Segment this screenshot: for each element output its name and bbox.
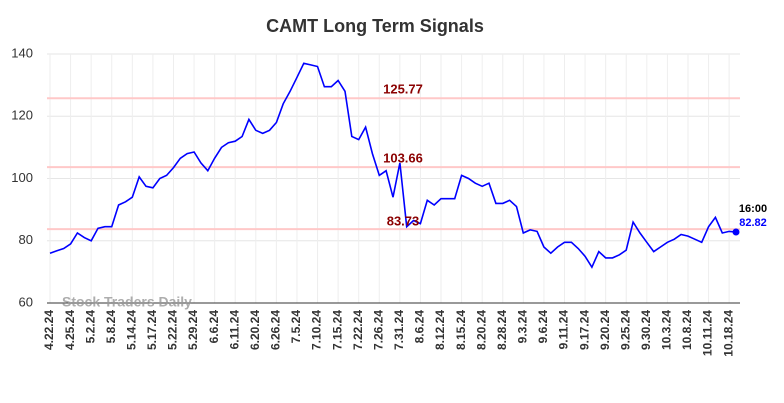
x-tick-label: 10.18.24 bbox=[721, 310, 735, 357]
x-tick-label: 8.28.24 bbox=[495, 310, 509, 350]
x-tick-label: 9.17.24 bbox=[577, 310, 591, 350]
price-line bbox=[49, 62, 737, 269]
x-tick-label: 4.25.24 bbox=[63, 310, 77, 350]
y-tick-label: 100 bbox=[11, 170, 33, 185]
x-tick-label: 10.11.24 bbox=[701, 310, 715, 356]
y-tick-label: 140 bbox=[11, 45, 33, 60]
x-tick-label: 8.12.24 bbox=[433, 310, 447, 350]
x-tick-label: 9.6.24 bbox=[536, 310, 550, 344]
x-tick-label: 6.6.24 bbox=[207, 310, 221, 344]
level-label: 83.73 bbox=[387, 214, 420, 229]
x-tick-label: 9.20.24 bbox=[598, 310, 612, 350]
last-value-label: 82.82 bbox=[739, 217, 767, 229]
x-tick-label: 8.6.24 bbox=[413, 310, 427, 344]
x-tick-label: 8.15.24 bbox=[454, 310, 468, 350]
x-tick-label: 7.26.24 bbox=[371, 310, 385, 350]
x-tick-label: 10.3.24 bbox=[660, 310, 674, 350]
x-tick-label: 5.29.24 bbox=[186, 310, 200, 350]
last-time-label: 16:00 bbox=[739, 203, 767, 215]
x-tick-label: 10.8.24 bbox=[680, 310, 694, 350]
x-tick-label: 9.25.24 bbox=[618, 310, 632, 350]
x-tick-label: 5.2.24 bbox=[83, 310, 97, 344]
x-tick-label: 5.14.24 bbox=[124, 310, 138, 350]
x-tick-label: 9.30.24 bbox=[639, 310, 653, 350]
x-tick-label: 7.5.24 bbox=[289, 310, 303, 344]
x-tick-label: 9.3.24 bbox=[516, 310, 530, 344]
x-tick-label: 6.20.24 bbox=[248, 310, 262, 350]
x-tick-label: 5.22.24 bbox=[166, 310, 180, 350]
x-tick-label: 7.10.24 bbox=[310, 310, 324, 350]
y-tick-label: 80 bbox=[19, 232, 33, 247]
x-tick-label: 7.15.24 bbox=[330, 310, 344, 350]
level-label: 125.77 bbox=[383, 82, 423, 97]
level-label: 103.66 bbox=[383, 151, 423, 166]
x-tick-label: 4.22.24 bbox=[42, 310, 56, 350]
x-tick-label: 7.31.24 bbox=[392, 310, 406, 350]
y-tick-label: 60 bbox=[19, 294, 33, 309]
last-point bbox=[732, 228, 740, 236]
x-tick-label: 5.17.24 bbox=[145, 310, 159, 350]
watermark: Stock Traders Daily bbox=[62, 294, 192, 310]
x-tick-label: 8.20.24 bbox=[474, 310, 488, 350]
chart-title: CAMT Long Term Signals bbox=[266, 16, 484, 36]
y-tick-label: 120 bbox=[11, 108, 33, 123]
x-tick-label: 5.8.24 bbox=[104, 310, 118, 344]
x-tick-label: 6.11.24 bbox=[227, 310, 241, 350]
x-tick-label: 6.26.24 bbox=[269, 310, 283, 350]
x-tick-label: 7.22.24 bbox=[351, 310, 365, 350]
x-tick-label: 9.11.24 bbox=[557, 310, 571, 350]
